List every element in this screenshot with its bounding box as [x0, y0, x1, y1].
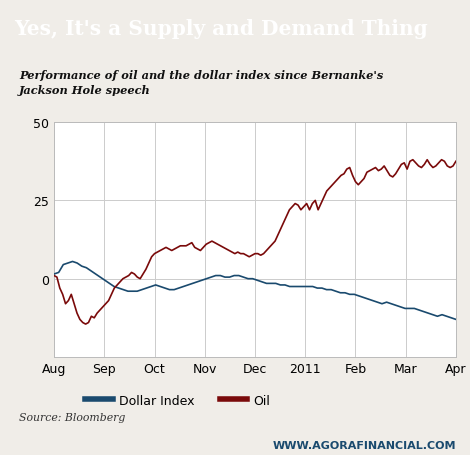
Text: Source: Bloomberg: Source: Bloomberg	[19, 412, 125, 422]
Text: Yes, It's a Supply and Demand Thing: Yes, It's a Supply and Demand Thing	[14, 19, 428, 39]
Text: WWW.AGORAFINANCIAL.COM: WWW.AGORAFINANCIAL.COM	[273, 440, 456, 450]
Legend: Dollar Index, Oil: Dollar Index, Oil	[80, 389, 275, 412]
Text: Performance of oil and the dollar index since Bernanke's
Jackson Hole speech: Performance of oil and the dollar index …	[19, 70, 383, 96]
